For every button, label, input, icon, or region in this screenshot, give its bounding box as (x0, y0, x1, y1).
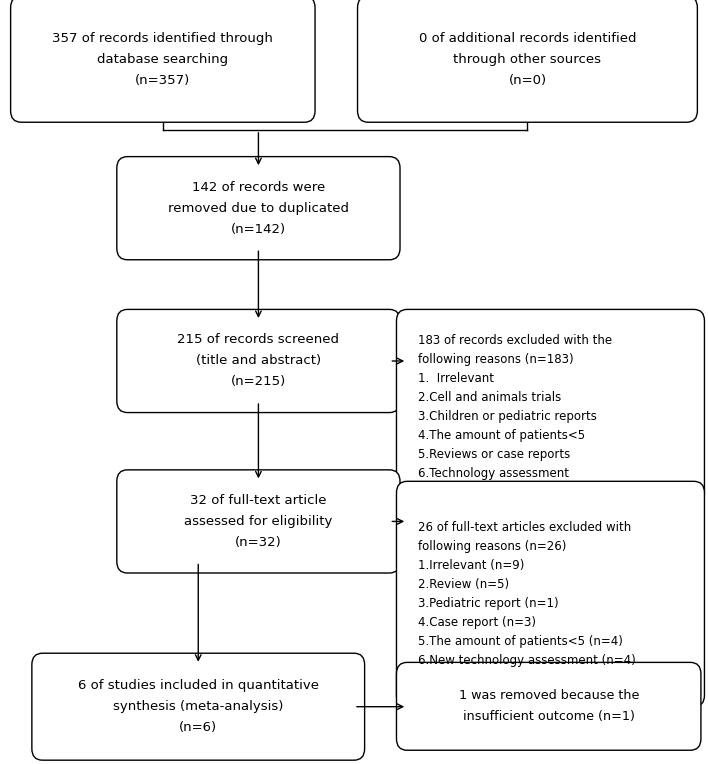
FancyBboxPatch shape (117, 309, 400, 413)
Text: 0 of additional records identified
through other sources
(n=0): 0 of additional records identified throu… (418, 32, 636, 86)
FancyBboxPatch shape (396, 662, 701, 750)
Text: 183 of records excluded with the
following reasons (n=183)
1.  Irrelevant
2.Cell: 183 of records excluded with the followi… (418, 334, 612, 480)
Text: 142 of records were
removed due to duplicated
(n=142): 142 of records were removed due to dupli… (168, 181, 349, 235)
Text: 6 of studies included in quantitative
synthesis (meta-analysis)
(n=6): 6 of studies included in quantitative sy… (78, 679, 319, 734)
FancyBboxPatch shape (32, 653, 365, 760)
FancyBboxPatch shape (396, 309, 704, 504)
FancyBboxPatch shape (117, 157, 400, 260)
FancyBboxPatch shape (396, 481, 704, 707)
Text: 1 was removed because the
insufficient outcome (n=1): 1 was removed because the insufficient o… (459, 689, 639, 724)
FancyBboxPatch shape (117, 470, 400, 573)
FancyBboxPatch shape (358, 0, 697, 122)
Text: 32 of full-text article
assessed for eligibility
(n=32): 32 of full-text article assessed for eli… (184, 494, 333, 549)
FancyBboxPatch shape (11, 0, 315, 122)
Text: 215 of records screened
(title and abstract)
(n=215): 215 of records screened (title and abstr… (178, 334, 339, 388)
Text: 357 of records identified through
database searching
(n=357): 357 of records identified through databa… (52, 32, 273, 86)
Text: 26 of full-text articles excluded with
following reasons (n=26)
1.Irrelevant (n=: 26 of full-text articles excluded with f… (418, 521, 636, 667)
